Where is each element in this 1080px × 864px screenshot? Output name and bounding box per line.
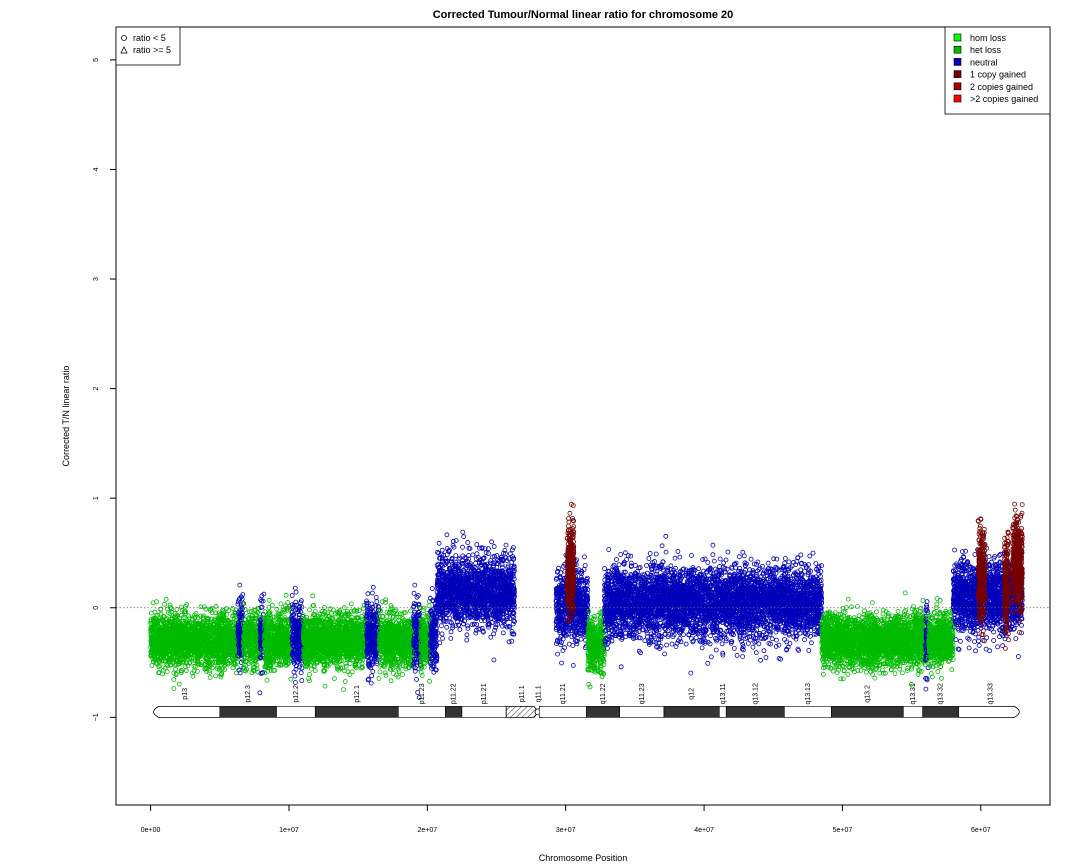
ideogram-band-label: q13.31 [910,683,917,705]
ideogram-band-label: p12.3 [245,685,252,703]
data-point [162,601,168,607]
ideogram-band [663,706,720,718]
ideogram-band-label: q13.13 [805,683,812,705]
data-point [365,591,371,597]
ideogram-band-label: p13 [182,688,189,700]
ideogram-band-label: p11.23 [419,683,426,704]
ideogram-q-tip [958,705,1020,718]
ideogram-band-label: q11.1 [536,685,543,702]
data-point [266,597,272,603]
data-point [176,681,182,687]
data-point [310,593,316,599]
ideogram-band-label: q13.12 [752,683,759,705]
data-point [171,686,177,691]
data-point [298,670,304,676]
data-point [213,673,219,679]
ideogram-band [539,706,587,718]
ideogram-band-label: p11.21 [481,683,488,704]
ideogram-band-label: q11.22 [600,683,607,704]
ideogram-band-acen [505,705,539,718]
ideogram-band-label: q13.33 [988,683,995,705]
ideogram-band-label: q11.23 [639,683,646,704]
data-point [283,592,289,598]
data-point [369,590,375,596]
data-point [195,615,201,621]
data-point [307,607,312,613]
ideogram-p-tip [153,705,220,718]
ideogram-band-label: q13.2 [864,685,871,703]
data-point [149,663,155,668]
data-point [222,667,228,672]
data-point [194,669,200,674]
ideogram-band [718,706,727,718]
data-point [322,683,328,689]
data-point [237,582,243,588]
chromosome-ideogram: p13 p12.3 p12.2 p12.1 p11.23 p11.22 p11.21 p11.… [153,683,1020,718]
data-point [264,677,270,683]
ideogram-band [276,706,316,718]
data-point [347,672,353,678]
data-point [152,609,158,615]
ideogram-band-label: q13.11 [720,683,727,704]
data-point [292,585,298,591]
data-points [148,501,1025,700]
data-point [207,675,213,680]
data-point [347,661,353,666]
chart-title: Corrected Tumour/Normal linear ratio for… [433,9,734,21]
ideogram-band-label: p12.2 [293,685,300,703]
data-point [289,593,295,598]
data-point [163,596,169,602]
data-point [293,589,299,595]
data-point [299,678,305,683]
ideogram-band [725,706,785,718]
data-point [341,668,347,674]
ideogram-band [922,706,959,718]
data-point [292,680,298,685]
ideogram-band [314,706,399,718]
ideogram-band [903,706,923,718]
ideogram-band-label: q12 [689,688,696,700]
ideogram-band [397,706,446,718]
data-point [278,601,284,607]
data-point [343,663,349,669]
data-point [189,616,195,622]
ideogram-band [586,706,620,718]
data-point [292,673,298,679]
ideogram-band [619,706,665,718]
ideogram-band-label: p11.22 [451,683,458,704]
ideogram-band-label: p12.1 [354,685,361,703]
data-point [331,676,337,681]
data-point [178,670,184,675]
data-point [341,687,346,692]
data-point [307,672,312,677]
data-point [186,660,192,666]
ideogram-band-label: q11.21 [560,683,567,704]
data-point [173,666,179,672]
data-point [171,677,177,682]
data-point [348,601,354,607]
data-point [373,595,379,600]
ideogram-band [461,706,507,718]
data-point [370,669,376,674]
ideogram-band [831,706,904,718]
data-point [157,663,163,669]
ideogram-band [445,706,463,718]
data-point [257,690,263,696]
ideogram-band [219,706,277,718]
data-point [356,608,362,613]
ideogram-band [784,706,832,718]
data-point [342,679,348,684]
ideogram-band-label: q13.32 [938,683,945,705]
data-point [288,676,294,682]
data-point [183,668,189,674]
data-point [374,599,380,604]
data-point [299,665,305,671]
ideogram-band-label: p11.1 [519,685,526,702]
data-point [312,668,318,674]
data-point [192,615,198,621]
